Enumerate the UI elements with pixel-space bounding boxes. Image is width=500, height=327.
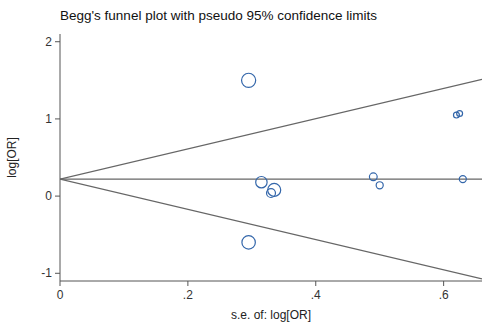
reference-line [60, 179, 482, 180]
y-axis-label: log[OR] [5, 137, 19, 178]
study-point [457, 111, 463, 117]
study-point [376, 182, 383, 189]
x-tick-label: .4 [311, 288, 321, 302]
chart-svg: 0 .2 .4 .6 -1 0 1 2 s.e. of: log[OR] log[OR] Begg'… [0, 0, 500, 327]
x-tick [60, 281, 61, 286]
reference-line [60, 79, 482, 179]
x-axis-label: s.e. of: log[OR] [231, 308, 311, 322]
y-tick-label: 0 [45, 189, 52, 203]
reference-line [60, 179, 482, 279]
title: Begg's funnel plot with pseudo 95% confi… [60, 8, 377, 23]
x-tick-label: .2 [183, 288, 193, 302]
x-tick-label: .6 [439, 288, 449, 302]
y-tick [55, 41, 60, 42]
x-tick-label: 0 [57, 288, 64, 302]
x-tick [443, 281, 444, 286]
study-points [242, 73, 467, 249]
y-tick-label: 1 [45, 112, 52, 126]
chart-container: 0 .2 .4 .6 -1 0 1 2 s.e. of: log[OR] log[OR] Begg'… [0, 0, 500, 327]
study-point [268, 183, 281, 196]
x-axis-line [60, 281, 482, 282]
y-tick [55, 118, 60, 119]
plot-area [60, 73, 482, 279]
study-point [369, 173, 377, 181]
study-point [242, 73, 256, 87]
axes: 0 .2 .4 .6 -1 0 1 2 [41, 34, 482, 302]
study-point [242, 236, 255, 249]
study-point [459, 176, 466, 183]
y-tick-label: -1 [41, 266, 52, 280]
y-tick [55, 196, 60, 197]
study-point [256, 176, 267, 187]
x-tick [187, 281, 188, 286]
y-axis-line [60, 34, 61, 281]
y-tick-label: 2 [45, 35, 52, 49]
x-tick [315, 281, 316, 286]
y-tick [55, 273, 60, 274]
